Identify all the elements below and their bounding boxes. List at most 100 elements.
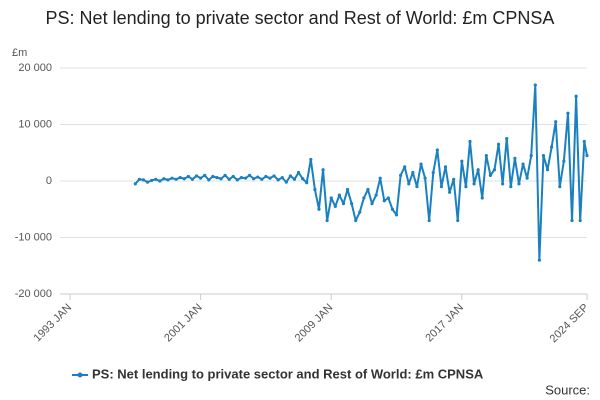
data-point <box>288 174 293 178</box>
data-point <box>554 120 558 124</box>
data-point <box>431 170 435 175</box>
data-point <box>178 176 182 180</box>
data-point <box>419 162 423 166</box>
data-point <box>227 177 231 181</box>
data-point <box>439 185 444 189</box>
data-point <box>541 153 546 158</box>
data-point <box>443 165 448 169</box>
data-point <box>472 182 476 186</box>
data-point <box>280 176 284 180</box>
legend-marker <box>77 372 83 378</box>
data-point <box>313 187 317 192</box>
data-point <box>578 218 582 223</box>
data-point <box>268 176 272 180</box>
data-point <box>272 174 276 178</box>
data-point <box>505 137 509 141</box>
data-point <box>207 178 211 182</box>
data-point <box>264 174 268 179</box>
x-tick-label: 2001 JAN <box>162 302 205 345</box>
data-point <box>386 196 390 200</box>
data-point <box>517 182 521 186</box>
data-point <box>137 177 141 181</box>
data-point <box>211 174 215 179</box>
data-point <box>317 207 321 211</box>
data-point <box>305 181 309 185</box>
data-point <box>452 177 456 181</box>
data-point <box>382 199 386 203</box>
data-point <box>182 177 186 181</box>
data-point <box>390 207 395 211</box>
data-point <box>325 218 329 223</box>
data-point <box>545 168 550 172</box>
data-point <box>362 196 366 200</box>
data-point <box>484 153 488 158</box>
x-tick-label: 1993 JAN <box>32 302 75 345</box>
data-point <box>354 218 358 223</box>
data-point <box>407 182 411 186</box>
data-point <box>570 218 574 223</box>
data-point <box>145 180 150 184</box>
data-point <box>476 168 480 172</box>
data-point <box>252 177 256 181</box>
y-tick-label: 10 000 <box>18 118 52 130</box>
data-point <box>186 174 190 179</box>
data-point <box>329 196 333 200</box>
data-point <box>558 185 562 189</box>
data-point <box>374 193 378 197</box>
data-point <box>585 153 589 158</box>
data-point <box>296 170 301 175</box>
legend-label: PS: Net lending to private sector and Re… <box>92 366 484 381</box>
data-point <box>460 159 464 163</box>
data-point <box>509 185 513 189</box>
data-point <box>488 173 493 177</box>
data-point <box>166 178 170 182</box>
data-point <box>150 178 154 183</box>
data-point <box>284 180 288 184</box>
data-point <box>525 176 529 180</box>
data-point <box>341 202 346 206</box>
data-point <box>399 173 403 177</box>
source: Source: <box>545 382 590 397</box>
data-point <box>427 218 431 223</box>
x-tick-label: 2017 JAN <box>423 302 466 345</box>
data-point <box>496 142 501 146</box>
data-point <box>423 176 427 180</box>
data-point <box>260 177 264 181</box>
data-point <box>190 177 195 181</box>
data-point <box>415 185 419 189</box>
data-point <box>247 173 252 177</box>
data-point <box>174 177 178 181</box>
data-point <box>276 178 280 182</box>
data-point <box>223 173 227 177</box>
data-point <box>411 170 415 175</box>
data-point <box>529 153 533 158</box>
data-point <box>562 159 566 163</box>
x-tick-label: 2009 JAN <box>293 302 336 345</box>
y-tick-label: -10 000 <box>15 231 52 243</box>
data-point <box>435 148 439 152</box>
y-tick-label: -20 000 <box>15 288 52 300</box>
data-point <box>309 157 313 162</box>
data-point <box>464 185 468 189</box>
data-point <box>358 210 362 214</box>
data-point <box>231 174 235 179</box>
data-point <box>235 178 239 182</box>
data-point <box>333 204 337 209</box>
data-point <box>239 176 244 180</box>
data-point <box>219 177 223 181</box>
data-point <box>243 176 248 180</box>
data-point <box>533 83 537 87</box>
data-point <box>456 218 460 223</box>
chart-title: PS: Net lending to private sector and Re… <box>45 8 555 28</box>
data-point <box>158 179 162 183</box>
data-point <box>337 193 341 197</box>
data-point <box>521 162 525 166</box>
data-point <box>321 168 325 172</box>
data-point <box>141 178 146 182</box>
data-point <box>468 139 472 144</box>
data-point <box>513 156 517 160</box>
data-point <box>345 187 350 192</box>
data-point <box>537 258 541 262</box>
